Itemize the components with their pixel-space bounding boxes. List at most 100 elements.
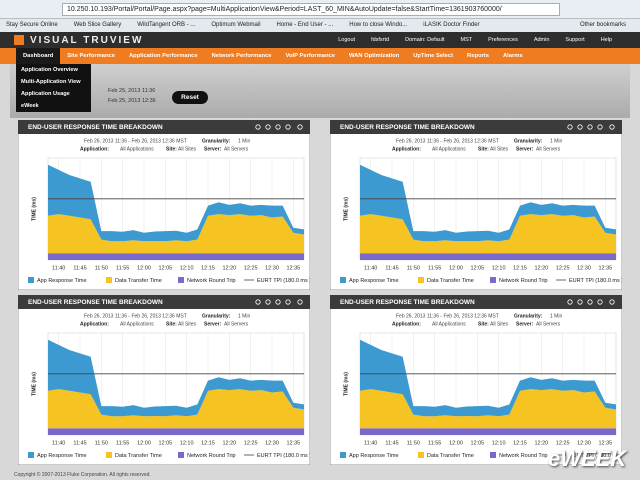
nav-item[interactable]: WAN Optimization: [348, 53, 400, 59]
panel-tool-icon: [609, 299, 615, 305]
header-link[interactable]: Admin: [533, 37, 550, 43]
panel-title: END-USER RESPONSE TIME BREAKDOWN: [340, 124, 475, 131]
x-tick-label: 11:55: [116, 440, 129, 446]
legend-label: EURT TPI (180.0 ms ): [569, 278, 622, 284]
menu-item[interactable]: eWeek: [21, 103, 39, 109]
header-link[interactable]: Logout: [338, 37, 356, 43]
bookmark[interactable]: Optimum Webmail: [211, 22, 261, 28]
area: [48, 214, 304, 254]
bookmark[interactable]: iLASIK Doctor Finder: [423, 22, 480, 28]
x-tick-label: 12:05: [470, 265, 484, 271]
filter-label: Site:: [166, 321, 177, 327]
panel: END-USER RESPONSE TIME BREAKDOWN Feb 26, …: [330, 295, 622, 465]
area: [360, 389, 616, 429]
y-axis-label: TIME (ms): [343, 197, 349, 221]
filter-value: All Servers: [224, 146, 249, 152]
watermark: eWEEK: [548, 446, 627, 471]
panel-tool-icon: [275, 124, 281, 130]
x-tick-label: 12:00: [449, 265, 463, 271]
panel-tool-icon: [285, 299, 291, 305]
menu-item[interactable]: Application Overview: [21, 67, 78, 73]
x-tick-label: 12:00: [449, 440, 463, 446]
bookmark[interactable]: Stay Secure Online: [6, 22, 58, 28]
filter-value: All Applications: [432, 321, 466, 327]
filter-label: Server:: [204, 321, 222, 327]
legend-label: Network Round Trip: [499, 278, 548, 284]
nav-item[interactable]: Network Performance: [211, 53, 272, 59]
x-tick-label: 12:05: [470, 440, 484, 446]
panel-title-bar: [330, 120, 622, 134]
header-link: Domain: Default: [405, 37, 445, 43]
panel-tool-icon: [597, 299, 603, 305]
filter-value: All Sites: [490, 321, 509, 327]
header-link[interactable]: Help: [600, 37, 612, 43]
panel-title: END-USER RESPONSE TIME BREAKDOWN: [28, 299, 163, 306]
nav-item[interactable]: Application Performance: [128, 53, 198, 59]
filter-value: All Sites: [178, 321, 197, 327]
panel-title: END-USER RESPONSE TIME BREAKDOWN: [340, 299, 475, 306]
x-tick-label: 11:50: [407, 265, 420, 271]
header-link[interactable]: Support: [565, 37, 585, 43]
url-field[interactable]: 10.250.10.193/Portal/Portal/Page.aspx?pa…: [62, 3, 560, 16]
legend-swatch: [178, 452, 184, 458]
x-tick-label: 12:30: [265, 440, 279, 446]
bookmark[interactable]: WildTangent ORB - ...: [137, 22, 196, 28]
x-tick-label: 12:20: [534, 265, 548, 271]
granularity-label: Granularity:: [202, 313, 231, 319]
nav-item[interactable]: Alarms: [502, 53, 523, 59]
x-tick-label: 11:50: [407, 440, 420, 446]
filter-label: Site:: [478, 321, 489, 327]
app-header: VISUAL TRUVIEW Logout fdsfsrtd Domain: Def…: [0, 32, 640, 48]
nav-item[interactable]: UpTime Select: [413, 53, 454, 59]
nav-item[interactable]: Site Performance: [67, 53, 115, 59]
x-tick-label: 12:20: [534, 440, 548, 446]
header-link[interactable]: Preferences: [488, 37, 518, 43]
legend-label: Data Transfer Time: [115, 278, 162, 284]
filter-label: Application:: [392, 321, 421, 327]
x-tick-label: 11:45: [385, 440, 398, 446]
x-tick-label: 11:40: [52, 265, 65, 271]
bookmark[interactable]: Web Slice Gallery: [73, 22, 122, 28]
nav-item[interactable]: Reports: [467, 53, 489, 59]
legend-label: Data Transfer Time: [427, 278, 474, 284]
y-axis-label: TIME (ms): [31, 372, 37, 396]
panel-tool-icon: [297, 299, 303, 305]
panel-tool-icon: [255, 299, 261, 305]
header-links: Logout fdsfsrtd Domain: Default MST Preferen…: [322, 37, 612, 43]
filter-label: Server:: [516, 146, 534, 152]
area: [48, 253, 304, 260]
filter-label: Site:: [478, 146, 489, 152]
filter-value: All Servers: [536, 321, 561, 327]
x-tick-label: 12:25: [244, 265, 258, 271]
legend-swatch: [106, 277, 112, 283]
panel: END-USER RESPONSE TIME BREAKDOWN Feb 26, …: [18, 120, 310, 290]
menu-item[interactable]: Application Usage: [21, 91, 70, 97]
filter-value: All Applications: [432, 146, 466, 152]
panel-tool-icon: [285, 124, 291, 130]
granularity-value: 1 Min: [550, 313, 562, 319]
panel-tool-icon: [577, 124, 583, 130]
bookmark[interactable]: How to close Windo...: [349, 22, 408, 28]
x-tick-label: 12:00: [137, 265, 151, 271]
nav-item[interactable]: VoIP Performance: [285, 53, 335, 59]
legend-label: Data Transfer Time: [427, 453, 474, 459]
x-tick-label: 11:40: [52, 440, 65, 446]
legend-label: App Response Time: [37, 278, 87, 284]
reset-button[interactable]: Reset: [172, 91, 208, 104]
footer: Copyright © 2007-2013 Fluke Corporation.…: [14, 472, 151, 478]
panel-range: Feb 26, 2013 11:36 - Feb 26, 2013 12:36 …: [84, 313, 187, 319]
x-tick-label: 12:05: [158, 265, 172, 271]
menu-item[interactable]: Multi-Application View: [21, 79, 81, 85]
filter-label: Site:: [166, 146, 177, 152]
legend-swatch: [418, 452, 424, 458]
legend-swatch: [490, 277, 496, 283]
other-bookmarks[interactable]: Other bookmarks: [579, 22, 626, 28]
nav-item[interactable]: Dashboard: [16, 48, 61, 64]
logo: VISUAL TRUVIEW: [30, 35, 144, 46]
panel-tool-icon: [587, 299, 593, 305]
bookmark[interactable]: Home - End User - ...: [276, 22, 334, 28]
legend-swatch: [28, 277, 34, 283]
x-tick-label: 11:55: [428, 265, 441, 271]
filter-value: All Applications: [120, 321, 154, 327]
legend-swatch: [178, 277, 184, 283]
